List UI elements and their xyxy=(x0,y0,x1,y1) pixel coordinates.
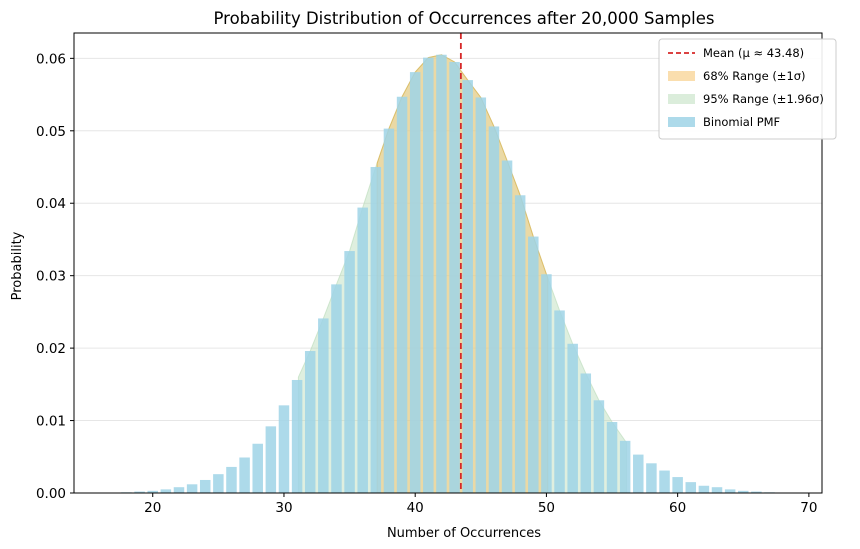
bar-26 xyxy=(226,466,237,493)
bar-34 xyxy=(331,284,342,493)
bar-62 xyxy=(698,485,710,493)
bar-52 xyxy=(567,343,578,493)
axes xyxy=(73,32,823,494)
legend-label-2: 95% Range (±1.96σ) xyxy=(703,92,824,106)
bar-37 xyxy=(370,167,382,493)
x-tick-label-60: 60 xyxy=(669,500,686,516)
y-tick-label-0.00: 0.00 xyxy=(36,486,66,502)
bar-57 xyxy=(633,454,644,493)
legend-swatch-1 xyxy=(668,71,695,81)
bar-25 xyxy=(213,474,224,493)
bar-38 xyxy=(383,128,395,493)
bar-58 xyxy=(646,463,657,493)
bar-54 xyxy=(593,400,605,493)
y-tick-label-0.06: 0.06 xyxy=(36,51,66,67)
bar-55 xyxy=(606,422,618,493)
y-tick-label-0.02: 0.02 xyxy=(36,341,66,357)
bar-65 xyxy=(738,490,749,493)
legend-label-3: Binomial PMF xyxy=(703,115,780,129)
y-tick-label-0.05: 0.05 xyxy=(36,124,66,140)
bar-45 xyxy=(475,97,487,493)
bar-61 xyxy=(685,482,697,493)
x-axis-label: Number of Occurrences xyxy=(387,526,541,541)
bar-35 xyxy=(344,251,355,493)
bar-27 xyxy=(239,457,250,493)
bar-33 xyxy=(318,318,329,493)
bar-39 xyxy=(396,96,408,493)
y-ticks: 0.00 0.01 0.02 0.03 0.04 0.05 0.06 xyxy=(36,51,74,502)
bar-19 xyxy=(134,491,145,493)
y-axis-label: Probability xyxy=(10,231,25,300)
bar-32 xyxy=(304,351,316,493)
bar-63 xyxy=(711,487,723,493)
bar-40 xyxy=(409,72,421,494)
bar-28 xyxy=(252,443,263,493)
legend-label-1: 68% Range (±1σ) xyxy=(703,69,806,83)
x-tick-label-30: 30 xyxy=(275,500,292,516)
x-tick-label-20: 20 xyxy=(144,500,161,516)
bar-60 xyxy=(672,477,683,493)
x-ticks: 20 30 40 50 60 70 xyxy=(144,493,817,516)
bar-50 xyxy=(541,274,552,493)
bar-43 xyxy=(449,61,460,493)
x-tick-label-50: 50 xyxy=(538,500,555,516)
legend: Mean (μ ≈ 43.48) 68% Range (±1σ) 95% Range… xyxy=(658,38,837,140)
bar-59 xyxy=(659,470,670,493)
bar-29 xyxy=(265,426,277,493)
bar-24 xyxy=(199,479,211,493)
bar-23 xyxy=(186,484,198,493)
bar-46 xyxy=(488,126,500,493)
bar-48 xyxy=(514,195,526,493)
bar-56 xyxy=(619,440,631,493)
bar-22 xyxy=(173,487,185,493)
bar-31 xyxy=(291,379,303,493)
bars xyxy=(108,54,802,494)
bar-47 xyxy=(501,160,513,493)
y-tick-label-0.01: 0.01 xyxy=(36,414,66,430)
x-tick-label-70: 70 xyxy=(800,500,817,516)
plot-frame xyxy=(73,32,823,494)
legend-swatch-3 xyxy=(668,117,695,127)
bar-66 xyxy=(751,491,762,493)
bar-64 xyxy=(724,489,736,493)
bar-51 xyxy=(554,310,565,493)
bar-21 xyxy=(160,489,172,493)
y-tick-label-0.04: 0.04 xyxy=(36,196,66,212)
bar-41 xyxy=(423,57,434,493)
legend-swatch-2 xyxy=(668,94,695,104)
legend-box xyxy=(658,38,837,140)
y-tick-label-0.03: 0.03 xyxy=(36,269,66,285)
bar-36 xyxy=(357,207,368,493)
bar-30 xyxy=(278,405,290,493)
chart-title: Probability Distribution of Occurrences … xyxy=(213,9,714,28)
x-tick-label-40: 40 xyxy=(407,500,424,516)
bar-44 xyxy=(462,80,473,493)
legend-label-0: Mean (μ ≈ 43.48) xyxy=(703,46,804,60)
bar-53 xyxy=(580,373,592,493)
bar-49 xyxy=(528,236,539,493)
bar-20 xyxy=(147,490,158,493)
bar-42 xyxy=(436,54,447,493)
